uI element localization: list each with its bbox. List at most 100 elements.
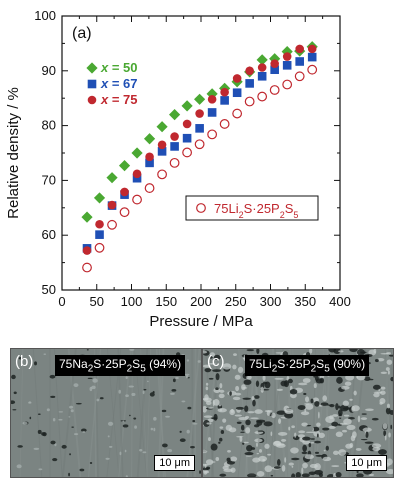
data-point-series-0: [118, 160, 131, 172]
y-tick-label: 90: [42, 63, 56, 78]
data-point-series-0: [256, 54, 268, 66]
data-point-series-0: [93, 192, 106, 204]
scale-bar-c: 10 μm: [346, 455, 387, 471]
x-tick-label: 150: [155, 294, 177, 309]
data-point-series-2: [245, 66, 254, 76]
x-tick-label: 200: [190, 294, 212, 309]
sem-micrograph-c: (c) 75Li2S·25P2S5 (90%) 10 μm: [202, 348, 394, 478]
data-point-series-3: [182, 147, 193, 158]
data-point-series-3: [144, 183, 155, 193]
legend-entry-2: x = 75: [100, 92, 138, 107]
x-tick-label: 350: [294, 294, 316, 309]
data-point-series-3: [244, 96, 255, 107]
annotation-marker: [196, 203, 206, 213]
data-point-series-3: [207, 129, 218, 140]
data-point-series-3: [107, 219, 117, 230]
data-point-series-1: [132, 173, 142, 183]
data-point-series-3: [232, 108, 243, 119]
data-point-series-1: [207, 108, 217, 117]
y-tick-label: 70: [42, 172, 56, 187]
data-point-series-1: [220, 96, 229, 105]
data-point-series-3: [307, 64, 318, 75]
data-point-series-1: [257, 71, 267, 81]
data-point-series-2: [232, 74, 242, 83]
data-point-series-1: [145, 158, 154, 168]
data-point-series-3: [282, 79, 293, 90]
data-point-series-0: [106, 172, 118, 184]
data-point-series-2: [95, 219, 104, 229]
data-point-series-3: [257, 91, 268, 102]
data-point-series-1: [307, 52, 317, 62]
data-point-series-3: [157, 169, 167, 180]
legend-marker: [87, 95, 97, 105]
x-tick-label: 250: [225, 294, 247, 309]
data-point-series-3: [219, 119, 230, 129]
data-point-series-1: [157, 147, 167, 156]
data-point-series-0: [143, 133, 156, 145]
data-point-series-2: [207, 94, 217, 104]
data-point-series-2: [132, 169, 142, 179]
sem-micrograph-b: (b) 75Na2S·25P2S5 (94%) 10 μm: [10, 348, 202, 478]
x-tick-label: 300: [260, 294, 282, 309]
data-point-series-3: [194, 139, 205, 150]
data-point-series-3: [94, 242, 105, 253]
annotation-label: 75Li2S·25P2S5: [214, 201, 298, 220]
data-point-series-2: [295, 44, 304, 54]
data-point-series-2: [107, 200, 117, 210]
data-point-series-1: [245, 79, 254, 88]
data-point-series-3: [119, 207, 130, 218]
data-point-series-0: [131, 147, 143, 159]
data-point-series-2: [270, 59, 279, 68]
composition-label-c: 75Li2S·25P2S5 (90%): [245, 355, 370, 377]
data-point-series-1: [295, 57, 304, 66]
data-point-series-3: [269, 85, 280, 95]
data-point-series-1: [95, 230, 104, 239]
data-point-series-3: [82, 262, 92, 273]
legend-entry-0: x = 50: [100, 60, 138, 75]
x-tick-label: 0: [58, 294, 65, 309]
data-point-series-2: [220, 87, 229, 97]
data-markers: [81, 41, 318, 273]
data-point-series-2: [157, 140, 167, 150]
data-point-series-2: [282, 52, 292, 61]
data-point-series-2: [170, 132, 179, 141]
data-point-series-2: [120, 187, 129, 197]
y-tick-label: 80: [42, 118, 56, 133]
panel-label-a: (a): [72, 25, 92, 42]
data-point-series-3: [169, 157, 180, 168]
legend-entry-1: x = 67: [100, 76, 138, 91]
data-point-series-3: [132, 194, 142, 205]
data-point-series-1: [270, 65, 279, 75]
composition-label-b: 75Na2S·25P2S5 (94%): [55, 355, 186, 377]
data-point-series-3: [294, 71, 305, 82]
y-tick-label: 50: [42, 282, 56, 297]
legend-marker: [86, 62, 98, 74]
panel-label-c: (c): [207, 353, 225, 370]
x-tick-label: 400: [329, 294, 351, 309]
data-point-series-2: [82, 246, 92, 255]
x-tick-label: 50: [90, 294, 104, 309]
data-point-series-1: [182, 133, 192, 143]
y-tick-label: 100: [34, 8, 56, 23]
data-point-series-2: [145, 152, 154, 162]
data-point-series-0: [194, 93, 206, 105]
data-point-series-2: [182, 119, 192, 129]
legend-marker: [87, 79, 97, 89]
annotation-box: 75Li2S·25P2S5: [185, 195, 319, 221]
scale-bar-b: 10 μm: [154, 455, 195, 471]
y-tick-label: 60: [42, 227, 56, 242]
panel-label-b: (b): [15, 353, 34, 370]
data-point-series-1: [195, 124, 204, 133]
y-axis-label: Relative density / %: [5, 87, 22, 219]
data-point-series-1: [282, 61, 292, 70]
data-point-series-0: [156, 121, 168, 133]
data-point-series-1: [232, 88, 242, 98]
data-point-series-2: [195, 109, 204, 118]
x-tick-label: 100: [121, 294, 143, 309]
data-point-series-0: [169, 109, 181, 121]
data-point-series-2: [307, 44, 317, 54]
data-point-series-0: [81, 211, 93, 223]
legend: x = 50x = 67x = 75: [86, 60, 138, 107]
